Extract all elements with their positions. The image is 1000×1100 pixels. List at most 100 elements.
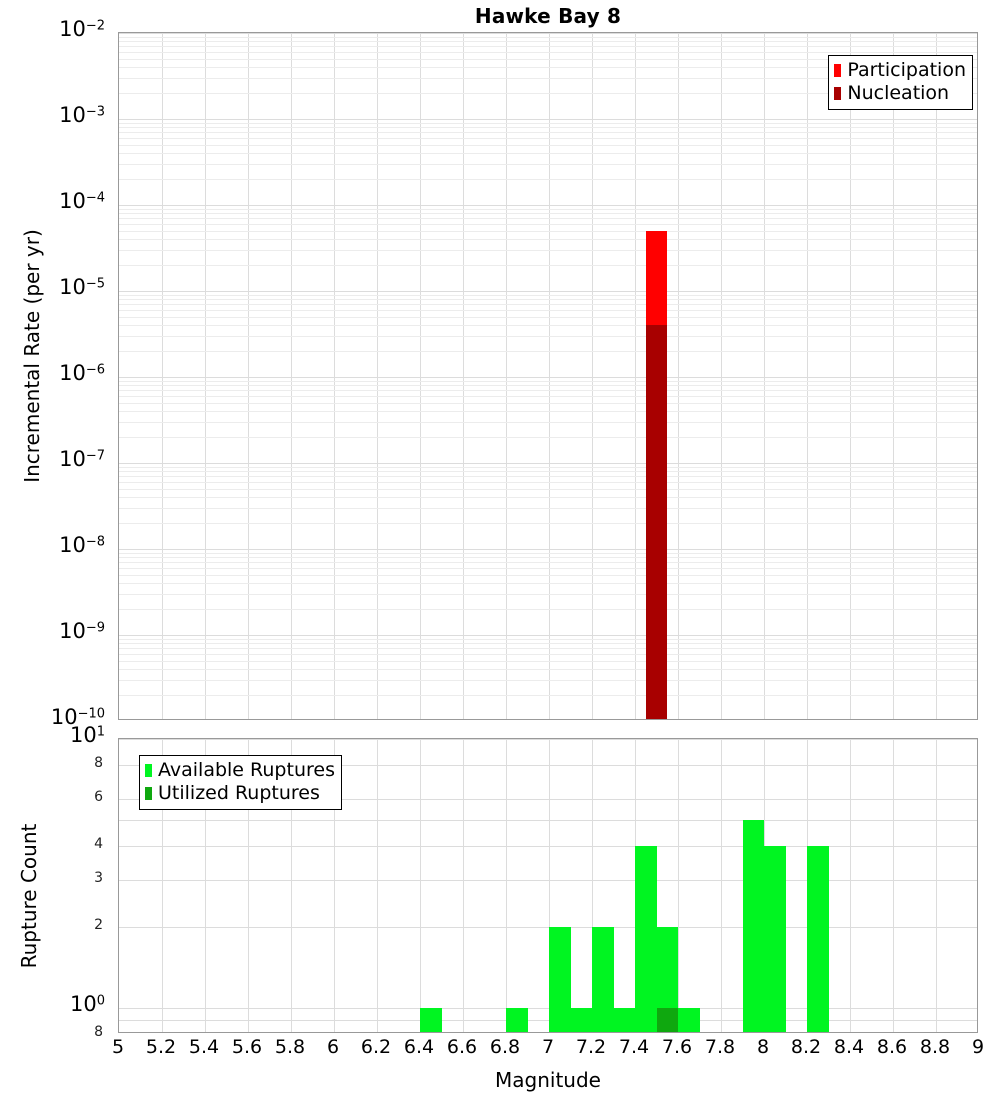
bar-available-ruptures bbox=[506, 1007, 528, 1032]
y-tick-label: 10−6 bbox=[59, 361, 105, 385]
x-tick-label: 6.6 bbox=[446, 1036, 478, 1058]
x-gridline bbox=[678, 33, 679, 719]
x-gridline bbox=[162, 739, 163, 1032]
rupture-count-plot: Available Ruptures Utilized Ruptures bbox=[118, 738, 978, 1033]
bar-available-ruptures bbox=[742, 819, 764, 1032]
y-gridline-minor bbox=[119, 411, 977, 413]
bar-available-ruptures bbox=[570, 1007, 592, 1032]
x-tick-label: 6.4 bbox=[403, 1036, 435, 1058]
y-gridline-minor bbox=[119, 310, 977, 312]
x-gridline bbox=[549, 739, 550, 1032]
y-gridline bbox=[119, 463, 977, 464]
y-gridline bbox=[119, 798, 977, 800]
x-gridline bbox=[678, 739, 679, 1032]
y-gridline-minor bbox=[119, 132, 977, 134]
bar-available-ruptures bbox=[420, 1007, 442, 1032]
y-gridline-minor bbox=[119, 396, 977, 398]
y-gridline-minor bbox=[119, 230, 977, 232]
y-gridline-minor bbox=[119, 507, 977, 509]
y-gridline-minor bbox=[119, 299, 977, 301]
y-gridline-minor bbox=[119, 654, 977, 656]
y-gridline-minor bbox=[119, 437, 977, 439]
x-gridline bbox=[850, 739, 851, 1032]
bar-available-ruptures bbox=[613, 1007, 635, 1032]
x-gridline bbox=[936, 739, 937, 1032]
x-tick-label: 7.4 bbox=[618, 1036, 650, 1058]
y-gridline-minor bbox=[119, 249, 977, 251]
bar-available-ruptures bbox=[592, 926, 614, 1032]
y-gridline-minor bbox=[119, 41, 977, 43]
y-gridline-minor bbox=[119, 122, 977, 124]
y-tick-label-minor: 6 bbox=[94, 788, 103, 805]
x-tick-label: 7.6 bbox=[661, 1036, 693, 1058]
y-gridline-minor bbox=[119, 239, 977, 241]
legend-label-participation: Participation bbox=[847, 59, 966, 81]
y-gridline-minor bbox=[119, 669, 977, 671]
x-tick-label: 6.2 bbox=[360, 1036, 392, 1058]
y-gridline bbox=[119, 291, 977, 292]
y-gridline-minor bbox=[119, 351, 977, 353]
y-tick-label: 100 bbox=[69, 991, 105, 1016]
y-gridline-minor bbox=[119, 557, 977, 559]
x-tick-label: 8.8 bbox=[919, 1036, 951, 1058]
x-gridline bbox=[420, 739, 421, 1032]
x-gridline bbox=[463, 33, 464, 719]
legend-item-utilized-ruptures: Utilized Ruptures bbox=[145, 782, 335, 805]
y-gridline-minor bbox=[119, 77, 977, 79]
x-gridline bbox=[248, 33, 249, 719]
x-gridline bbox=[506, 739, 507, 1032]
y-gridline-minor bbox=[119, 218, 977, 220]
x-gridline bbox=[721, 33, 722, 719]
y-gridline-minor bbox=[119, 153, 977, 155]
bar-available-ruptures bbox=[656, 926, 678, 1032]
bottom-panel-legend: Available Ruptures Utilized Ruptures bbox=[139, 755, 342, 810]
y-gridline-minor bbox=[119, 609, 977, 611]
y-gridline bbox=[119, 205, 977, 206]
y-tick-label-minor: 4 bbox=[94, 836, 103, 853]
x-gridline bbox=[506, 33, 507, 719]
x-gridline bbox=[291, 33, 292, 719]
y-gridline-minor bbox=[119, 679, 977, 681]
bar-available-ruptures bbox=[635, 846, 657, 1032]
y-gridline-minor bbox=[119, 497, 977, 499]
x-gridline bbox=[635, 33, 636, 719]
participation-swatch-icon bbox=[834, 64, 842, 77]
x-tick-label: 5.8 bbox=[274, 1036, 306, 1058]
legend-label-utilized-ruptures: Utilized Ruptures bbox=[158, 782, 320, 804]
legend-label-nucleation: Nucleation bbox=[847, 82, 950, 104]
y-gridline-minor bbox=[119, 304, 977, 306]
x-tick-label: 8 bbox=[756, 1036, 770, 1058]
y-gridline bbox=[119, 765, 977, 767]
y-gridline-minor bbox=[119, 390, 977, 392]
legend-item-nucleation: Nucleation bbox=[834, 82, 966, 105]
x-gridline bbox=[248, 739, 249, 1032]
x-tick-label: 5.2 bbox=[145, 1036, 177, 1058]
x-tick-label: 6.8 bbox=[489, 1036, 521, 1058]
x-gridline bbox=[893, 739, 894, 1032]
y-tick-label: 10−5 bbox=[59, 275, 105, 299]
x-tick-label: 7.8 bbox=[704, 1036, 736, 1058]
y-gridline bbox=[119, 549, 977, 550]
top-panel-legend: Participation Nucleation bbox=[828, 55, 973, 110]
x-tick-label: 5 bbox=[111, 1036, 125, 1058]
y-gridline-minor bbox=[119, 208, 977, 210]
x-tick-label: 8.6 bbox=[876, 1036, 908, 1058]
y-tick-label: 10−10 bbox=[50, 705, 105, 729]
top-plot-area bbox=[119, 33, 977, 719]
bar-available-ruptures bbox=[764, 846, 786, 1032]
y-gridline-minor bbox=[119, 643, 977, 645]
y-tick-label-minor: 2 bbox=[94, 916, 103, 933]
y-gridline-minor bbox=[119, 36, 977, 38]
x-gridline bbox=[936, 33, 937, 719]
x-gridline bbox=[205, 739, 206, 1032]
y-tick-label-minor: 8 bbox=[94, 755, 103, 772]
y-tick-label: 10−7 bbox=[59, 447, 105, 471]
x-gridline bbox=[764, 33, 765, 719]
legend-item-available-ruptures: Available Ruptures bbox=[145, 759, 335, 782]
x-tick-label: 6 bbox=[326, 1036, 340, 1058]
x-tick-label: 5.6 bbox=[231, 1036, 263, 1058]
y-gridline-minor bbox=[119, 163, 977, 165]
x-gridline bbox=[721, 739, 722, 1032]
x-axis-tick-labels: 5 5.2 5.4 5.6 5.8 6 6.2 6.4 6.6 6.8 7 7.2 7.4 7.6 7.8 8… bbox=[112, 1036, 984, 1064]
top-panel-y-tick-labels: 10−2 10−3 10−4 10−5 10−6 10−7 10−8 10−9 10−10 bbox=[0, 17, 113, 729]
